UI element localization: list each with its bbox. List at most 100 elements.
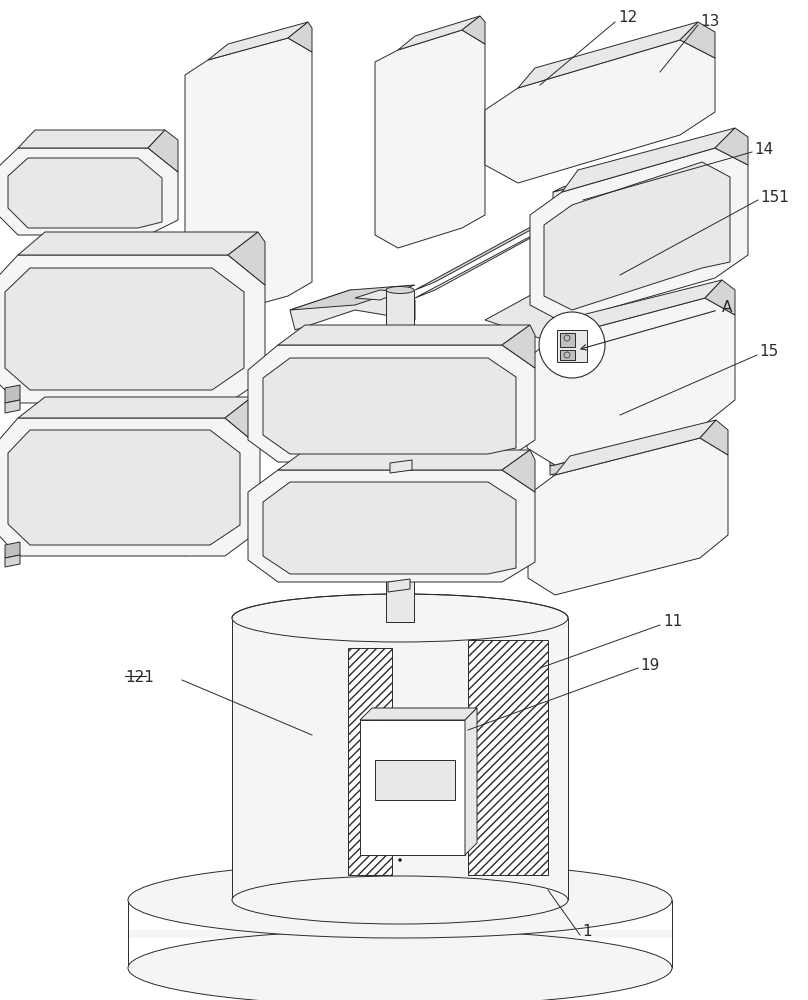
Polygon shape bbox=[527, 298, 735, 465]
Polygon shape bbox=[18, 397, 252, 418]
Polygon shape bbox=[278, 450, 530, 470]
Polygon shape bbox=[553, 182, 583, 192]
Polygon shape bbox=[530, 148, 748, 322]
Polygon shape bbox=[232, 618, 568, 900]
Polygon shape bbox=[375, 30, 485, 248]
Text: 1: 1 bbox=[582, 924, 591, 940]
Text: 15: 15 bbox=[759, 344, 778, 360]
Text: A: A bbox=[722, 300, 732, 314]
Polygon shape bbox=[0, 255, 265, 403]
Polygon shape bbox=[485, 40, 715, 183]
Polygon shape bbox=[465, 708, 477, 855]
Ellipse shape bbox=[128, 930, 672, 1000]
Polygon shape bbox=[278, 325, 530, 345]
Ellipse shape bbox=[128, 862, 672, 938]
Polygon shape bbox=[700, 420, 728, 455]
Polygon shape bbox=[502, 450, 535, 492]
Ellipse shape bbox=[305, 416, 495, 444]
Polygon shape bbox=[263, 358, 516, 454]
Polygon shape bbox=[263, 482, 516, 574]
Polygon shape bbox=[305, 430, 495, 450]
Polygon shape bbox=[158, 400, 390, 447]
Polygon shape bbox=[128, 930, 672, 938]
Polygon shape bbox=[18, 130, 165, 148]
Polygon shape bbox=[518, 22, 698, 88]
Polygon shape bbox=[544, 162, 730, 310]
Polygon shape bbox=[415, 202, 582, 290]
Polygon shape bbox=[185, 38, 312, 318]
Polygon shape bbox=[288, 22, 312, 52]
Polygon shape bbox=[415, 210, 582, 298]
Polygon shape bbox=[5, 542, 20, 558]
Polygon shape bbox=[0, 418, 260, 556]
Polygon shape bbox=[185, 336, 205, 556]
Polygon shape bbox=[390, 460, 412, 473]
Polygon shape bbox=[5, 400, 20, 413]
Polygon shape bbox=[290, 290, 415, 330]
Ellipse shape bbox=[386, 286, 414, 294]
Ellipse shape bbox=[232, 594, 568, 642]
Text: 13: 13 bbox=[700, 14, 719, 29]
Polygon shape bbox=[705, 280, 735, 315]
Polygon shape bbox=[185, 528, 200, 540]
Polygon shape bbox=[360, 708, 477, 720]
Polygon shape bbox=[208, 22, 308, 60]
Polygon shape bbox=[557, 330, 587, 362]
Text: 14: 14 bbox=[754, 141, 773, 156]
Polygon shape bbox=[185, 538, 200, 550]
Polygon shape bbox=[553, 187, 573, 497]
Polygon shape bbox=[715, 128, 748, 165]
Polygon shape bbox=[5, 268, 244, 390]
Polygon shape bbox=[348, 648, 392, 875]
Polygon shape bbox=[680, 22, 715, 58]
Polygon shape bbox=[182, 362, 208, 379]
Polygon shape bbox=[398, 16, 480, 50]
Polygon shape bbox=[415, 385, 640, 428]
Polygon shape bbox=[550, 460, 576, 475]
Text: 12: 12 bbox=[618, 10, 638, 25]
Polygon shape bbox=[182, 373, 208, 388]
Polygon shape bbox=[555, 280, 722, 338]
Polygon shape bbox=[462, 16, 485, 44]
Polygon shape bbox=[5, 385, 20, 403]
Polygon shape bbox=[182, 474, 208, 491]
Polygon shape bbox=[18, 232, 258, 255]
Circle shape bbox=[564, 352, 570, 358]
Polygon shape bbox=[562, 128, 735, 192]
Polygon shape bbox=[182, 485, 208, 500]
Polygon shape bbox=[355, 290, 400, 300]
Polygon shape bbox=[468, 640, 548, 875]
Polygon shape bbox=[225, 397, 260, 447]
Polygon shape bbox=[185, 330, 215, 342]
Polygon shape bbox=[550, 220, 576, 235]
Polygon shape bbox=[560, 333, 575, 347]
Polygon shape bbox=[415, 370, 640, 415]
Polygon shape bbox=[0, 148, 178, 235]
Text: 151: 151 bbox=[760, 190, 789, 205]
Text: 11: 11 bbox=[663, 614, 682, 630]
Polygon shape bbox=[502, 325, 535, 368]
Polygon shape bbox=[8, 158, 162, 228]
Polygon shape bbox=[5, 555, 20, 567]
Circle shape bbox=[539, 312, 605, 378]
Polygon shape bbox=[375, 760, 455, 800]
Polygon shape bbox=[528, 438, 728, 595]
Polygon shape bbox=[228, 232, 265, 285]
Polygon shape bbox=[8, 430, 240, 545]
Polygon shape bbox=[386, 290, 414, 622]
Polygon shape bbox=[158, 415, 390, 460]
Polygon shape bbox=[485, 290, 600, 340]
Circle shape bbox=[564, 335, 570, 341]
Ellipse shape bbox=[232, 876, 568, 924]
Text: 19: 19 bbox=[640, 658, 659, 672]
Polygon shape bbox=[560, 350, 575, 360]
Polygon shape bbox=[248, 345, 535, 462]
Text: 121: 121 bbox=[125, 670, 154, 684]
Polygon shape bbox=[550, 449, 576, 466]
Ellipse shape bbox=[305, 436, 495, 464]
Polygon shape bbox=[148, 130, 178, 172]
Polygon shape bbox=[360, 720, 465, 855]
Polygon shape bbox=[388, 579, 410, 592]
Polygon shape bbox=[248, 470, 535, 582]
Polygon shape bbox=[550, 209, 576, 226]
